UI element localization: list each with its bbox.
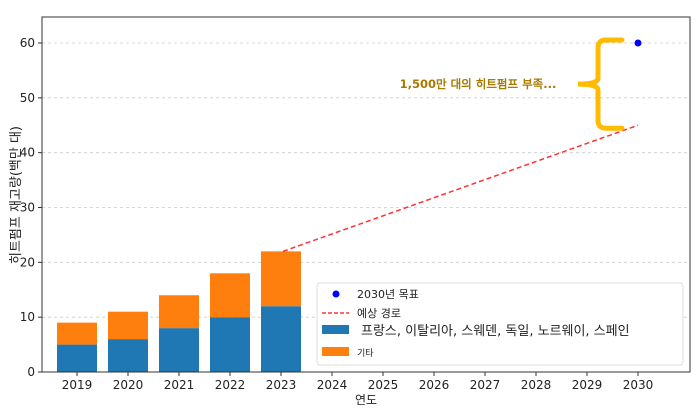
bar-2021-main: [159, 328, 199, 372]
legend-label-target: 2030년 목표: [357, 288, 419, 301]
legend-label-path: 예상 경로: [357, 307, 401, 320]
x-tick-label: 2021: [164, 378, 195, 392]
x-tick-label: 2022: [215, 378, 246, 392]
x-tick-label: 2029: [572, 378, 603, 392]
target-point: [634, 39, 642, 47]
y-tick-label: 0: [27, 365, 35, 379]
x-tick-label: 2020: [113, 378, 144, 392]
legend-label-other: 기타: [357, 348, 374, 359]
plot-frame: [41, 16, 691, 373]
legend-label-main: 프랑스, 이탈리아, 스웨덴, 독일, 노르웨이, 스페인: [361, 324, 630, 339]
legend-marker-other: [322, 347, 349, 356]
curly-brace: [577, 37, 625, 131]
y-tick-label: 40: [20, 146, 35, 160]
y-tick-label: 20: [20, 255, 35, 269]
bar-2022-other: [210, 273, 250, 318]
x-tick-label: 2019: [62, 378, 93, 392]
bar-2020-other: [108, 311, 148, 340]
x-axis-label: 연도: [355, 393, 377, 407]
bar-2023-main: [261, 306, 301, 372]
y-tick-label: 30: [20, 201, 35, 215]
legend-box: [316, 282, 684, 366]
x-tick-label: 2026: [419, 378, 450, 392]
legend-marker-main: [322, 325, 349, 334]
x-tick-label: 2027: [470, 378, 501, 392]
x-tick-label: 2023: [266, 378, 297, 392]
bar-2023-other: [261, 251, 301, 307]
annotation-text: 1,500만 대의 히트펌프 부족...: [400, 77, 557, 91]
x-tick-label: 2028: [521, 378, 552, 392]
projected-path-line: [282, 124, 639, 253]
legend-marker-target: [332, 290, 340, 298]
x-tick-label: 2030: [623, 378, 654, 392]
bar-2021-other: [159, 295, 199, 329]
x-tick-label: 2024: [317, 378, 348, 392]
x-tick-label: 2025: [368, 378, 399, 392]
y-axis-label: 히트펌프 재고량(백만 대): [9, 126, 24, 264]
bar-2022-main: [210, 317, 250, 372]
y-tick-label: 60: [20, 36, 35, 50]
y-tick-label: 50: [20, 91, 35, 105]
bar-2019-main: [57, 344, 97, 372]
bar-2020-main: [108, 339, 148, 372]
y-tick-label: 10: [20, 310, 35, 324]
bar-2019-other: [57, 322, 97, 345]
